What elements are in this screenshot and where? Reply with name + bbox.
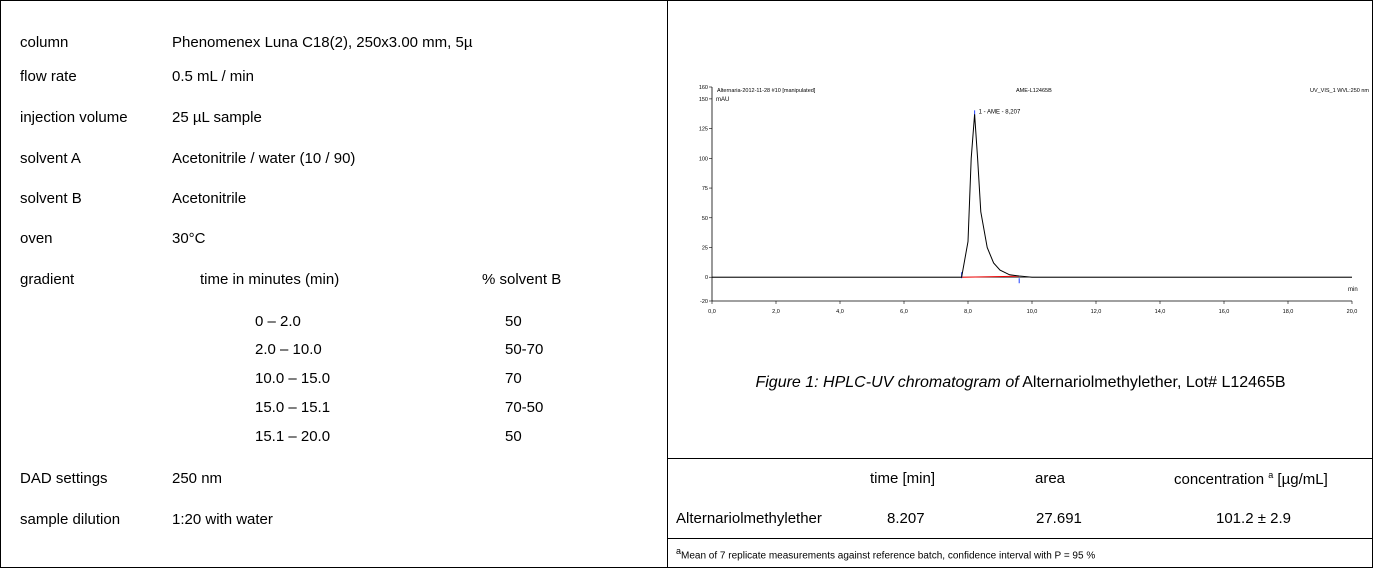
chrom-integration-baseline — [961, 275, 1020, 278]
gradient-time: 2.0 – 10.0 — [255, 341, 322, 358]
param-value: 250 nm — [172, 470, 223, 487]
gradient-time: 15.0 – 15.1 — [255, 399, 331, 416]
param-value: 1:20 with water — [172, 511, 273, 528]
param-value: 0.5 mL / min — [172, 68, 254, 85]
param-label: sample dilution — [20, 511, 121, 528]
gradient-pct: 50 — [505, 428, 522, 445]
gradient-time-header: time in minutes (min) — [200, 271, 340, 288]
results-row-area: 27.691 — [1036, 510, 1082, 527]
chrom-y-tick-label: 125 — [699, 127, 708, 133]
chrom-y-tick-label: -20 — [700, 299, 708, 305]
column-divider — [667, 0, 668, 568]
gradient-pct-header: % solvent B — [482, 271, 562, 288]
param-label: DAD settings — [20, 470, 108, 487]
chrom-y-unit: mAU — [716, 97, 729, 103]
results-top-rule — [667, 458, 1373, 459]
chrom-x-tick-label: 20,0 — [1347, 309, 1358, 315]
param-label: gradient — [20, 271, 75, 288]
param-label: flow rate — [20, 68, 77, 85]
results-row-name: Alternariolmethylether — [676, 510, 822, 527]
param-label: oven — [20, 230, 53, 247]
param-label: solvent B — [20, 190, 82, 207]
chrom-y-tick-label: 100 — [699, 156, 708, 162]
chrom-x-tick-label: 0,0 — [708, 309, 716, 315]
param-value: Acetonitrile / water (10 / 90) — [172, 150, 356, 167]
chrom-y-tick-label: 160 — [699, 85, 708, 91]
chrom-y-tick-label: 25 — [702, 246, 708, 252]
param-value: Acetonitrile — [172, 190, 247, 207]
chrom-x-tick-label: 18,0 — [1283, 309, 1294, 315]
figure-caption: Figure 1: HPLC-UV chromatogram of Altern… — [668, 374, 1373, 392]
footnote-text: Mean of 7 replicate measurements against… — [681, 550, 1096, 562]
chrom-x-tick-label: 10,0 — [1027, 309, 1038, 315]
chrom-header-right: UV_VIS_1 WVL:250 nm — [1310, 88, 1369, 94]
border-left — [0, 0, 1, 568]
chrom-series-line — [712, 114, 1352, 278]
results-footnote: aMean of 7 replicate measurements agains… — [676, 546, 1095, 561]
param-label: injection volume — [20, 109, 128, 126]
chrom-x-tick-label: 6,0 — [900, 309, 908, 315]
gradient-time: 15.1 – 20.0 — [255, 428, 331, 445]
border-top — [0, 0, 1373, 1]
param-value: 30°C — [172, 230, 206, 247]
conc-unit: [µg/mL] — [1273, 471, 1328, 488]
gradient-pct: 70-50 — [505, 399, 544, 416]
chrom-y-tick-label: 50 — [702, 216, 708, 222]
gradient-time: 0 – 2.0 — [255, 313, 301, 330]
gradient-pct: 50-70 — [505, 341, 544, 358]
chrom-x-tick-label: 12,0 — [1091, 309, 1102, 315]
results-row-conc: 101.2 ± 2.9 — [1216, 510, 1291, 527]
results-row-time: 8.207 — [887, 510, 925, 527]
chrom-x-tick-label: 14,0 — [1155, 309, 1166, 315]
param-value: Phenomenex Luna C18(2), 250x3.00 mm, 5µ — [172, 34, 473, 51]
param-value: 25 µL sample — [172, 109, 262, 126]
chrom-header-left: Alternaria-2012-11-28 #10 [manipulated] — [717, 88, 816, 94]
results-header-area: area — [1035, 470, 1066, 487]
results-header-conc: concentration a [µg/mL] — [1174, 470, 1328, 488]
chromatogram-panel: Alternaria-2012-11-28 #10 [manipulated] … — [668, 0, 1373, 568]
caption-prefix: Figure 1: HPLC-UV chromatogram of — [755, 374, 1019, 391]
conc-label: concentration — [1174, 471, 1265, 488]
chrom-y-tick-label: 75 — [702, 186, 708, 192]
chrom-x-tick-label: 2,0 — [772, 309, 780, 315]
chromatogram-chart: Alternaria-2012-11-28 #10 [manipulated] … — [699, 85, 1370, 315]
param-label: column — [20, 34, 69, 51]
footnote-sup: a — [676, 546, 682, 556]
chrom-x-tick-label: 4,0 — [836, 309, 844, 315]
chrom-x-tick-label: 16,0 — [1219, 309, 1230, 315]
conc-sup: a — [1268, 470, 1274, 480]
param-label: solvent A — [20, 150, 81, 167]
gradient-pct: 70 — [505, 370, 522, 387]
caption-rest: Alternariolmethylether, Lot# L12465B — [1018, 374, 1286, 391]
chrom-y-tick-label: 150 — [699, 97, 708, 103]
chrom-peak-label: 1 - AME - 8,207 — [979, 109, 1021, 115]
chrom-x-unit: min — [1348, 287, 1358, 293]
gradient-time: 10.0 – 15.0 — [255, 370, 331, 387]
results-header-time: time [min] — [870, 470, 936, 487]
method-parameters: column Phenomenex Luna C18(2), 250x3.00 … — [0, 0, 668, 568]
footnote-rule — [667, 538, 1373, 539]
chrom-y-tick-label: 0 — [705, 275, 708, 281]
chrom-header-mid: AME-L12465B — [1016, 88, 1052, 94]
gradient-pct: 50 — [505, 313, 522, 330]
chrom-x-tick-label: 8,0 — [964, 309, 972, 315]
